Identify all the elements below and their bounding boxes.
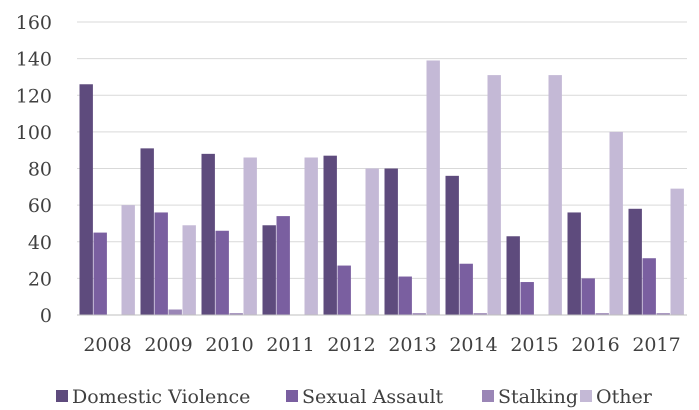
bar bbox=[323, 155, 337, 315]
y-tick-label: 0 bbox=[40, 305, 52, 327]
bar bbox=[201, 153, 215, 315]
x-tick-label: 2017 bbox=[632, 334, 680, 356]
legend-item: Other bbox=[580, 386, 653, 408]
y-tick-label: 80 bbox=[28, 159, 52, 181]
bar bbox=[304, 157, 318, 315]
bar bbox=[365, 168, 379, 315]
legend-label: Sexual Assault bbox=[302, 386, 444, 408]
bar bbox=[229, 313, 243, 315]
bar bbox=[670, 188, 684, 315]
bar bbox=[473, 313, 487, 315]
legend-swatch bbox=[56, 390, 68, 402]
bar bbox=[154, 212, 168, 315]
y-tick-label: 40 bbox=[28, 232, 52, 254]
y-tick-label: 120 bbox=[16, 85, 52, 107]
y-axis-tick-labels: 0 20 40 60 80 100 120 140 160 bbox=[16, 12, 52, 327]
bar bbox=[79, 84, 93, 315]
bar bbox=[487, 75, 501, 315]
x-tick-label: 2010 bbox=[205, 334, 253, 356]
x-tick-label: 2016 bbox=[571, 334, 619, 356]
bars bbox=[79, 60, 684, 316]
bar bbox=[412, 313, 426, 315]
x-tick-label: 2015 bbox=[510, 334, 558, 356]
bar bbox=[182, 225, 196, 315]
gridlines bbox=[77, 21, 687, 279]
bar bbox=[548, 75, 562, 315]
bar bbox=[445, 175, 459, 315]
legend-swatch bbox=[286, 390, 298, 402]
bar bbox=[398, 276, 412, 315]
legend: Domestic Violence Sexual Assault Stalking O… bbox=[56, 386, 653, 408]
x-tick-label: 2008 bbox=[83, 334, 131, 356]
bar bbox=[121, 205, 135, 316]
legend-swatch bbox=[482, 390, 494, 402]
legend-item: Domestic Violence bbox=[56, 386, 250, 408]
legend-swatch bbox=[580, 390, 592, 402]
bar bbox=[628, 208, 642, 315]
bar bbox=[337, 265, 351, 315]
x-tick-label: 2009 bbox=[144, 334, 192, 356]
bar bbox=[384, 168, 398, 315]
y-tick-label: 20 bbox=[28, 268, 52, 290]
bar bbox=[595, 313, 609, 315]
bar bbox=[520, 282, 534, 315]
bar bbox=[262, 225, 276, 315]
legend-item: Sexual Assault bbox=[286, 386, 444, 408]
bar bbox=[140, 148, 154, 315]
bar bbox=[243, 157, 257, 315]
bar bbox=[581, 278, 595, 316]
legend-item: Stalking bbox=[482, 386, 578, 408]
legend-label: Domestic Violence bbox=[72, 386, 250, 408]
bar bbox=[93, 232, 107, 315]
bar bbox=[276, 216, 290, 315]
bar bbox=[506, 236, 520, 315]
bar bbox=[426, 60, 440, 316]
bar bbox=[656, 313, 670, 315]
bar bbox=[609, 131, 623, 316]
bar bbox=[567, 212, 581, 315]
y-tick-label: 100 bbox=[16, 122, 52, 144]
x-tick-label: 2011 bbox=[266, 334, 314, 356]
bar bbox=[168, 309, 182, 315]
bar bbox=[642, 258, 656, 315]
x-tick-label: 2012 bbox=[327, 334, 375, 356]
y-tick-label: 160 bbox=[16, 12, 52, 34]
y-tick-label: 60 bbox=[28, 195, 52, 217]
bar bbox=[459, 263, 473, 315]
x-tick-label: 2013 bbox=[388, 334, 436, 356]
legend-label: Stalking bbox=[498, 386, 578, 408]
y-tick-label: 140 bbox=[16, 49, 52, 71]
bar bbox=[215, 230, 229, 315]
x-tick-label: 2014 bbox=[449, 334, 497, 356]
x-axis-tick-labels: 2008 2009 2010 2011 2012 2013 2014 2015 2016 2017 bbox=[83, 334, 680, 356]
legend-label: Other bbox=[596, 386, 653, 408]
